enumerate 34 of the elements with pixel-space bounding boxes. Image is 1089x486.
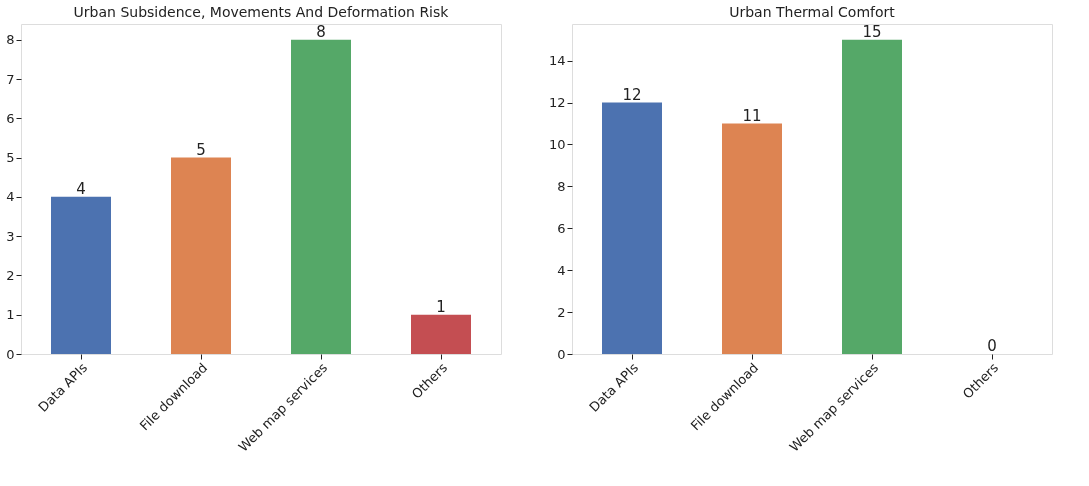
chart-title: Urban Subsidence, Movements And Deformation Risk <box>73 4 450 20</box>
chart-title: Urban Thermal Comfort <box>729 4 896 20</box>
data-label: 0 <box>987 337 997 355</box>
data-label: 1 <box>436 297 446 316</box>
y-tick-label: 0 <box>6 346 15 362</box>
bar <box>51 196 111 354</box>
y-tick-label: 2 <box>6 267 15 283</box>
bar <box>291 39 351 354</box>
y-tick-label: 7 <box>6 71 15 87</box>
y-tick-label: 8 <box>6 32 15 48</box>
data-label: 11 <box>742 106 762 125</box>
y-tick-label: 2 <box>557 304 566 320</box>
bar <box>171 157 231 354</box>
data-label: 4 <box>76 179 86 198</box>
y-tick-label: 1 <box>6 307 15 323</box>
bar <box>411 314 471 354</box>
bar <box>722 123 782 354</box>
y-tick-label: 5 <box>6 150 15 166</box>
y-tick-label: 12 <box>548 95 566 111</box>
data-label: 15 <box>862 22 882 41</box>
y-tick-label: 10 <box>548 136 566 152</box>
y-tick-label: 4 <box>557 262 566 278</box>
y-tick-label: 4 <box>6 189 15 205</box>
data-label: 5 <box>196 140 206 159</box>
y-tick-label: 8 <box>557 178 566 194</box>
y-tick-label: 6 <box>557 220 566 236</box>
bar <box>602 102 662 354</box>
data-label: 8 <box>316 22 326 41</box>
y-tick-label: 14 <box>548 53 566 69</box>
bar <box>842 39 902 354</box>
y-tick-label: 3 <box>6 228 15 244</box>
y-tick-label: 6 <box>6 110 15 126</box>
y-tick-label: 0 <box>557 346 566 362</box>
data-label: 12 <box>622 85 642 104</box>
